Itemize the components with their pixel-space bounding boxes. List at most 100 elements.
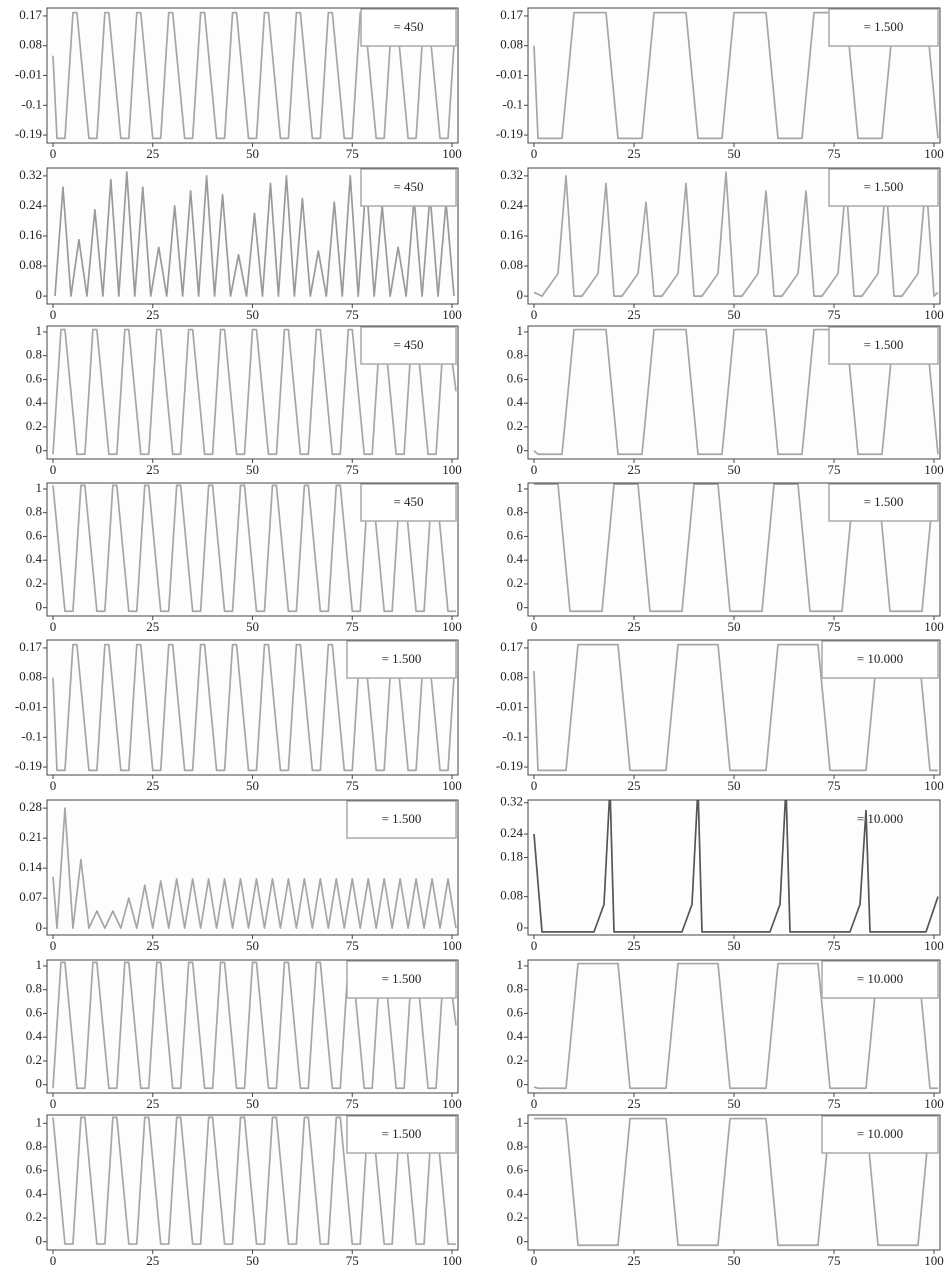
panel: = 10.000 0 0.2 0.4 0.6 0.8 1 0 25 50 75 100 xyxy=(507,957,944,1111)
series-line xyxy=(533,800,939,933)
panel: = 10.000 -0.19 -0.1 -0.01 0.08 0.17 0 25 50 75 100 xyxy=(496,639,944,793)
legend-label: = 10.000 xyxy=(857,1126,903,1141)
y-tick-label: -0.01 xyxy=(15,66,42,81)
y-tick-label: -0.1 xyxy=(21,96,42,111)
y-tick-label: 0.8 xyxy=(26,981,42,996)
x-tick-label: 25 xyxy=(628,1096,641,1111)
series-line xyxy=(52,807,457,929)
x-tick-label: 25 xyxy=(146,1253,159,1268)
y-tick-label: 0.8 xyxy=(26,347,42,362)
y-tick-label: -0.1 xyxy=(502,728,523,743)
y-tick-label: 0.2 xyxy=(507,1052,523,1067)
legend-box xyxy=(828,8,939,47)
y-tick-label: 0.14 xyxy=(19,859,42,874)
y-tick-label: 0.08 xyxy=(19,257,42,272)
y-tick-label: 0.8 xyxy=(507,504,523,519)
y-tick-label: -0.19 xyxy=(496,126,523,141)
y-tick-label: 0.08 xyxy=(19,669,42,684)
series-line xyxy=(533,171,939,297)
series-line xyxy=(54,171,455,297)
x-tick-label: 75 xyxy=(828,307,841,322)
y-tick-label: 0.4 xyxy=(26,1185,43,1200)
x-tick-label: 50 xyxy=(246,462,259,477)
series-line xyxy=(533,328,939,456)
y-tick-label: 0.07 xyxy=(19,889,42,904)
y-tick-label: 0.6 xyxy=(26,1162,43,1177)
x-tick-label: 0 xyxy=(531,462,538,477)
y-tick-label: 1 xyxy=(517,323,524,338)
y-tick-label: 0.4 xyxy=(507,394,524,409)
x-tick-label: 0 xyxy=(50,938,57,953)
legend-label: = 1.500 xyxy=(864,19,904,34)
y-tick-label: -0.19 xyxy=(496,758,523,773)
y-tick-label: 0.8 xyxy=(507,981,523,996)
panel: = 10.000 0 0.2 0.4 0.6 0.8 1 0 25 50 75 100 xyxy=(507,1114,944,1268)
y-tick-label: 0.24 xyxy=(19,197,42,212)
y-tick-label: -0.19 xyxy=(15,126,42,141)
x-tick-label: 0 xyxy=(50,462,57,477)
y-tick-label: 0.6 xyxy=(26,527,43,542)
x-tick-label: 0 xyxy=(50,1253,57,1268)
panel: = 1.500 -0.19 -0.1 -0.01 0.08 0.17 0 25 50 75 100 xyxy=(15,639,462,793)
x-tick-label: 50 xyxy=(728,619,741,634)
x-tick-label: 75 xyxy=(346,307,359,322)
y-tick-label: 0 xyxy=(36,1233,43,1248)
x-tick-label: 100 xyxy=(442,146,462,161)
x-tick-label: 25 xyxy=(628,619,641,634)
legend-label: = 10.000 xyxy=(857,651,903,666)
legend-label: = 10.000 xyxy=(857,971,903,986)
y-tick-label: 0 xyxy=(517,1233,524,1248)
y-tick-label: 1 xyxy=(517,480,524,495)
y-tick-label: 0.6 xyxy=(507,527,524,542)
y-tick-label: 0.2 xyxy=(26,1209,42,1224)
x-tick-label: 50 xyxy=(246,778,259,793)
x-tick-label: 25 xyxy=(628,146,641,161)
x-tick-label: 100 xyxy=(924,778,944,793)
x-tick-label: 0 xyxy=(50,778,57,793)
x-tick-label: 100 xyxy=(924,938,944,953)
x-tick-label: 0 xyxy=(531,778,538,793)
y-tick-label: 0.21 xyxy=(19,829,42,844)
y-tick-label: 0.6 xyxy=(507,1162,524,1177)
x-tick-label: 75 xyxy=(828,778,841,793)
y-tick-label: 0 xyxy=(517,1076,524,1091)
y-tick-label: 0.32 xyxy=(19,167,42,182)
x-tick-label: 75 xyxy=(828,146,841,161)
x-tick-label: 75 xyxy=(346,1096,359,1111)
x-tick-label: 100 xyxy=(442,307,462,322)
y-tick-label: -0.01 xyxy=(496,698,523,713)
x-tick-label: 50 xyxy=(728,1096,741,1111)
x-tick-label: 100 xyxy=(924,146,944,161)
y-tick-label: 0.2 xyxy=(26,1052,42,1067)
y-tick-label: 0.4 xyxy=(26,1028,43,1043)
x-tick-label: 25 xyxy=(146,778,159,793)
legend-box xyxy=(828,168,939,207)
x-tick-label: 75 xyxy=(346,1253,359,1268)
x-tick-label: 100 xyxy=(924,462,944,477)
y-tick-label: -0.1 xyxy=(21,728,42,743)
x-tick-label: 100 xyxy=(442,938,462,953)
legend-box xyxy=(360,326,457,365)
y-tick-label: 0.6 xyxy=(26,370,43,385)
panel: = 1.500 0 0.07 0.14 0.21 0.28 0 25 50 75 100 xyxy=(19,799,462,953)
y-tick-label: 0.24 xyxy=(500,197,523,212)
x-tick-label: 25 xyxy=(628,778,641,793)
x-tick-label: 75 xyxy=(828,619,841,634)
y-tick-label: 1 xyxy=(517,957,524,972)
legend-label: = 1.500 xyxy=(864,179,904,194)
y-tick-label: 1 xyxy=(36,957,43,972)
x-tick-label: 50 xyxy=(728,146,741,161)
x-tick-label: 50 xyxy=(728,1253,741,1268)
y-tick-label: 0.8 xyxy=(26,1138,42,1153)
x-tick-label: 75 xyxy=(828,462,841,477)
y-tick-label: 0.16 xyxy=(500,227,523,242)
x-tick-label: 25 xyxy=(146,307,159,322)
legend-box xyxy=(828,483,939,522)
y-tick-label: 0.4 xyxy=(26,551,43,566)
legend-label: = 450 xyxy=(393,179,423,194)
legend-box xyxy=(346,960,457,999)
y-tick-label: 0.28 xyxy=(19,799,42,814)
x-tick-label: 100 xyxy=(924,1096,944,1111)
x-tick-label: 0 xyxy=(50,619,57,634)
